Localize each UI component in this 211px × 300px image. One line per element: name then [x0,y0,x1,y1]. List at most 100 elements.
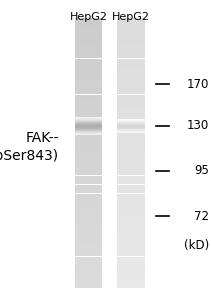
Bar [117,45,145,50]
Bar [75,266,102,270]
Bar [75,153,102,158]
Bar [75,81,102,85]
Bar [117,120,145,121]
Bar [75,123,102,124]
Bar [75,167,102,171]
Bar [75,207,102,211]
Bar [117,124,145,125]
Bar [75,274,102,279]
Bar [117,22,145,27]
Bar [117,135,145,140]
Bar [75,135,102,140]
Bar [117,18,145,22]
Bar [117,189,145,194]
Bar [117,162,145,166]
Bar [75,220,102,225]
Bar [75,45,102,50]
Bar [117,121,145,122]
Bar [117,130,145,135]
Bar [117,128,145,129]
Bar [75,284,102,288]
Bar [75,27,102,32]
Bar [117,171,145,175]
Bar [117,184,145,189]
Bar [117,40,145,45]
Bar [75,130,102,135]
Bar [75,40,102,45]
Bar [117,122,145,126]
Bar [75,140,102,144]
Bar [117,122,145,123]
Bar [117,126,145,127]
Bar [117,234,145,238]
Bar [75,202,102,207]
Bar [75,103,102,108]
Bar [75,131,102,132]
Bar [75,261,102,266]
Bar [117,129,145,130]
Bar [117,54,145,58]
Bar [117,284,145,288]
Bar [117,252,145,256]
Text: 72: 72 [194,209,209,223]
Bar [117,266,145,270]
Bar [75,256,102,261]
Bar [75,144,102,148]
Bar [75,119,102,120]
Bar [75,234,102,238]
Text: 95: 95 [194,164,209,178]
Bar [75,63,102,68]
Bar [117,90,145,94]
Bar [117,68,145,72]
Bar [117,256,145,261]
Bar [117,85,145,90]
Bar [117,140,145,144]
Bar [117,176,145,180]
Bar [75,128,102,129]
Bar [75,90,102,94]
Bar [75,117,102,122]
Bar [75,122,102,123]
Bar [75,162,102,166]
Bar [117,99,145,103]
Text: FAK--: FAK-- [26,131,59,145]
Bar [117,180,145,184]
Bar [75,68,102,72]
Text: 170: 170 [187,77,209,91]
Bar [117,117,145,122]
Bar [75,216,102,220]
Bar [117,212,145,216]
Bar [75,180,102,184]
Bar [75,243,102,248]
Bar [75,85,102,90]
Bar [117,194,145,198]
Text: HepG2: HepG2 [70,12,108,22]
Bar [117,123,145,124]
Bar [75,230,102,234]
Text: 130: 130 [187,119,209,133]
Bar [117,158,145,162]
Bar [117,270,145,274]
Bar [75,225,102,230]
Bar [117,112,145,117]
Bar [75,120,102,121]
Bar [75,121,102,122]
Bar [75,198,102,202]
Bar [117,125,145,126]
Bar [117,248,145,252]
Bar [75,22,102,27]
Bar [117,36,145,40]
Bar [75,279,102,283]
Bar [117,76,145,81]
Bar [75,132,102,133]
Bar [75,122,102,126]
Bar [117,81,145,85]
Bar [117,103,145,108]
Bar [75,171,102,175]
Bar [117,153,145,158]
Bar [117,58,145,63]
Bar [75,129,102,130]
Bar [75,118,102,119]
Bar [117,126,145,130]
Bar [117,148,145,153]
